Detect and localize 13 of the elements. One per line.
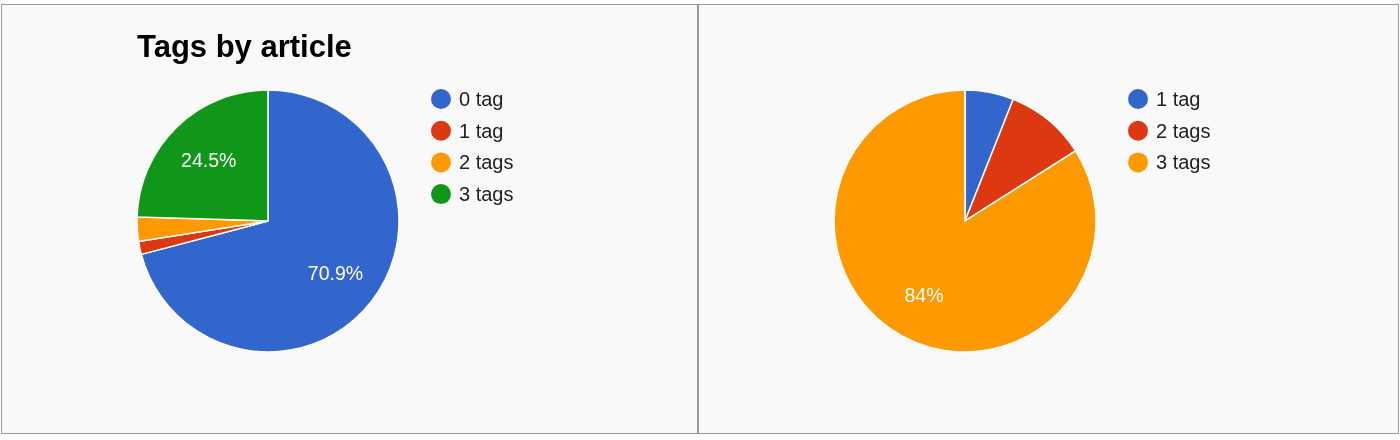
legend-label: 1 tag [459,119,504,142]
data-label: 84% [904,284,944,307]
pie-slice [833,89,1097,353]
legend-label: 2 tags [459,151,514,174]
legend-label: 2 tags [1156,119,1211,142]
data-label: 24.5% [181,148,237,171]
legend-label: 0 tag [459,88,504,110]
legend-label: 1 tag [1156,88,1201,110]
data-label: 70.9% [307,261,364,284]
legend-label: 3 tags [459,183,514,206]
legend-label: 3 tags [1156,151,1211,174]
pie-slice [140,89,400,353]
chart-title: Tags by article [137,29,352,64]
